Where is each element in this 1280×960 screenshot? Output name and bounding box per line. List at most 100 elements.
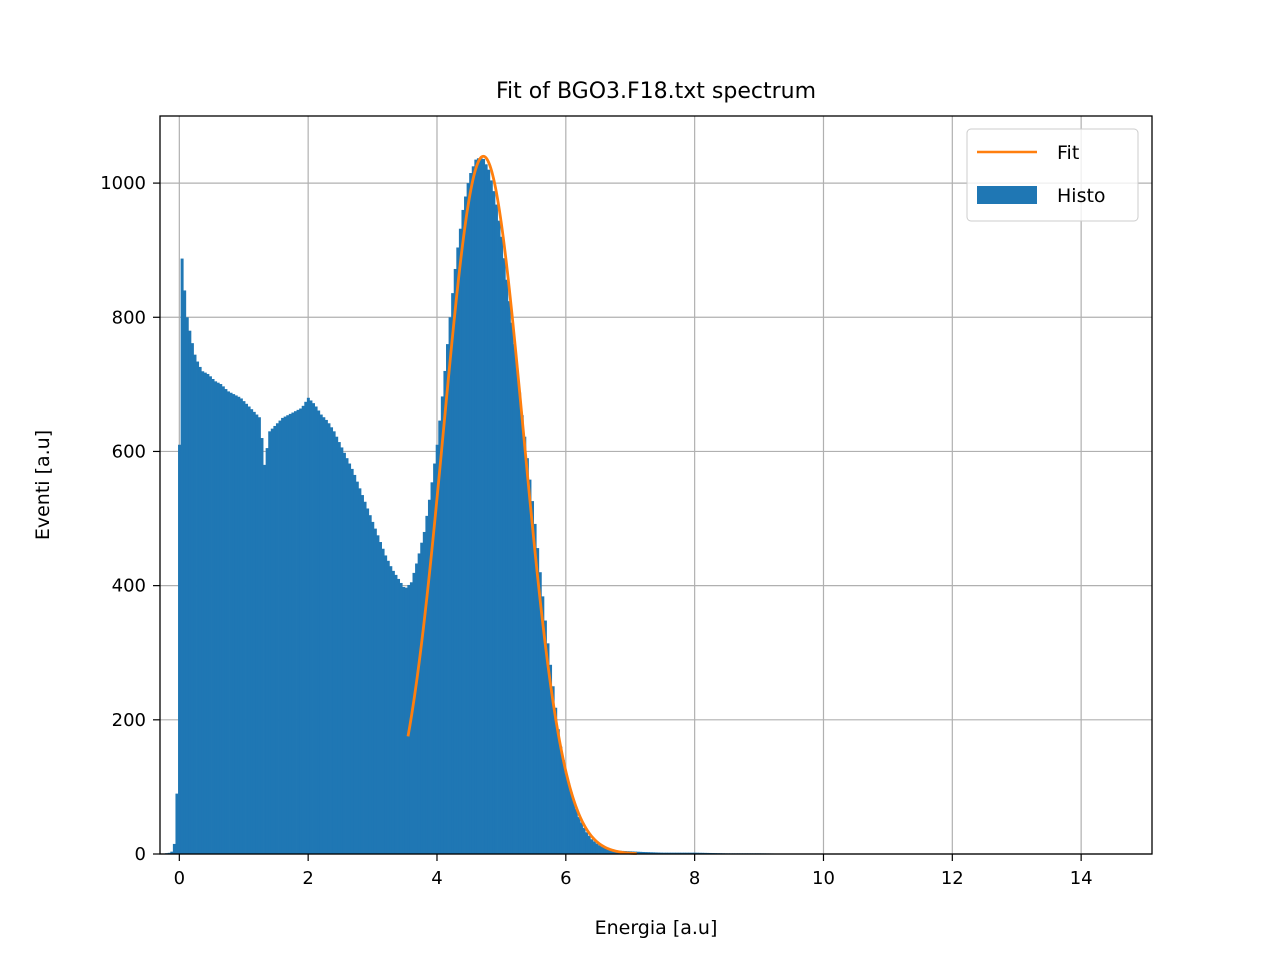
histogram-bar (381, 548, 385, 854)
histogram-bar (487, 169, 491, 854)
histogram-bar (203, 372, 207, 854)
histogram-bar (283, 416, 287, 854)
histogram-bar (239, 398, 243, 854)
histogram-bar (417, 553, 421, 854)
histogram-bar (214, 381, 218, 854)
histogram-bar (270, 428, 274, 854)
histogram-bar (278, 420, 282, 854)
histogram-bar (226, 391, 230, 854)
histogram-bar (317, 410, 321, 854)
histogram-bar (340, 447, 344, 854)
histogram-bar (170, 851, 174, 854)
histogram-bar (399, 582, 403, 854)
histogram-bar (551, 686, 555, 854)
histogram-bar (587, 835, 591, 854)
histogram-bar (255, 414, 259, 854)
x-tick-label: 12 (941, 868, 964, 889)
histogram-bar (252, 411, 256, 854)
histogram-bar (224, 389, 228, 854)
histogram-bar (500, 236, 504, 854)
histogram-bar (512, 344, 516, 854)
chart-title: Fit of BGO3.F18.txt spectrum (496, 79, 816, 104)
histogram-bar (639, 851, 643, 854)
histogram-bar (172, 843, 176, 854)
histogram-bar (641, 851, 645, 854)
histogram-bar (572, 800, 576, 854)
histogram-bar (476, 158, 480, 854)
axis-ticks: 0 2 4 6 8 10 12 14 0 200 400 600 800 1000 (100, 173, 1092, 889)
histogram-bar (644, 852, 648, 854)
legend: Fit Histo (966, 128, 1139, 222)
histogram-bar (296, 409, 300, 854)
histogram-bar (665, 852, 668, 854)
histogram-bar (652, 852, 656, 854)
legend-fit-label: Fit (1057, 142, 1079, 164)
histogram-bar (211, 378, 215, 854)
histogram-bar (245, 403, 249, 854)
histogram-bar (577, 817, 581, 854)
histogram-bar (263, 464, 267, 854)
histogram-bar (257, 417, 261, 854)
histogram-bar (543, 620, 547, 854)
histogram-bar (646, 852, 650, 854)
histogram-bar (649, 852, 653, 854)
histogram-bar (507, 301, 511, 854)
y-tick-label: 400 (112, 576, 146, 597)
histogram-bar (193, 354, 197, 854)
histogram-bar (196, 361, 200, 854)
histogram-bar (360, 495, 364, 854)
histogram-bar (590, 839, 594, 854)
histogram-bar (397, 578, 401, 854)
histogram-bar (440, 396, 444, 854)
histogram-bar (206, 373, 210, 854)
histogram-bar (556, 729, 560, 854)
histogram-bar (309, 400, 313, 854)
histogram-bar (327, 423, 331, 854)
x-tick-label: 6 (560, 868, 571, 889)
histogram-bar (386, 560, 390, 854)
histogram-bar (260, 438, 264, 854)
x-tick-label: 10 (812, 868, 835, 889)
histogram-bar (304, 401, 308, 854)
histogram-bar (319, 414, 323, 854)
fit-curve-layer (406, 154, 637, 855)
histogram-bar (443, 370, 447, 854)
histogram-bar (216, 382, 220, 854)
histogram-bar (510, 322, 514, 854)
histogram-bar (458, 228, 462, 855)
y-tick-label: 600 (112, 441, 146, 462)
histogram-bar (461, 209, 465, 855)
histogram-bar (515, 368, 519, 854)
histogram-bar (582, 827, 586, 854)
histogram-bar (293, 411, 297, 854)
histogram-bar (564, 773, 568, 854)
histogram-bar (379, 542, 382, 854)
histogram-bar (690, 852, 694, 854)
histogram-bar (505, 279, 509, 855)
histogram-bar (595, 843, 599, 854)
histogram-bar (605, 848, 609, 854)
histogram-bar (180, 258, 184, 854)
histogram-bar (585, 832, 589, 854)
x-tick-label: 14 (1070, 868, 1093, 889)
histogram-bar (242, 401, 246, 854)
histogram-bar (494, 204, 498, 854)
histogram-bar (175, 793, 179, 854)
histogram-bar (384, 555, 388, 854)
histogram-bar (603, 847, 607, 854)
histogram-bar (579, 822, 583, 854)
y-tick-label: 1000 (100, 173, 146, 194)
histogram-bar (561, 760, 565, 854)
histogram-bar (693, 852, 697, 854)
histogram-bar (286, 415, 290, 854)
histogram-bar (546, 643, 550, 854)
histogram-bar (502, 258, 506, 854)
histogram-bar (683, 852, 687, 854)
histogram-bar (549, 664, 553, 854)
histogram-bar (185, 317, 189, 855)
histogram-bar (394, 574, 398, 854)
histogram-bar (188, 330, 192, 854)
histogram-bar (446, 344, 449, 854)
